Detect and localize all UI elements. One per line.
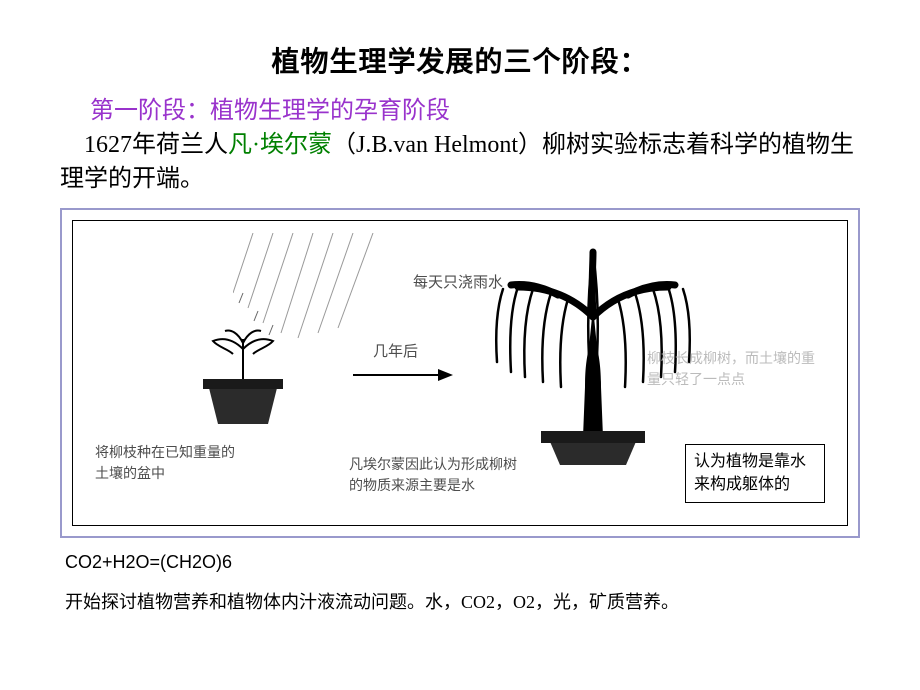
- mid-caption: 凡埃尔蒙因此认为形成柳树的物质来源主要是水: [349, 455, 529, 497]
- footer-paragraph: 开始探讨植物营养和植物体内汁液流动问题。水，CO2，O2，光，矿质营养。: [65, 589, 870, 616]
- conclusion-box: 认为植物是靠水来构成躯体的: [685, 444, 825, 503]
- diagram-frame: 每天只浇雨水 几年后: [60, 208, 860, 538]
- left-caption: 将柳枝种在已知重量的土壤的盆中: [95, 443, 245, 485]
- stage-subtitle: 第一阶段：植物生理学的孕育阶段: [90, 90, 870, 125]
- body-paragraph: 1627年荷兰人凡·埃尔蒙（J.B.van Helmont）柳树实验标志着科学的…: [60, 129, 870, 196]
- diagram-inner: 每天只浇雨水 几年后: [72, 220, 848, 526]
- page-title: 植物生理学发展的三个阶段：: [50, 40, 870, 80]
- right-caption: 柳枝长成柳树，而土壤的重量只轻了一点点: [647, 349, 817, 391]
- big-pot-icon: [463, 207, 723, 467]
- body-paren: （J.B.van Helmont）: [332, 132, 542, 158]
- arrow-label: 几年后: [373, 340, 418, 361]
- slide: 植物生理学发展的三个阶段： 第一阶段：植物生理学的孕育阶段 1627年荷兰人凡·…: [0, 0, 920, 690]
- chemical-formula: CO2+H2O=(CH2O)6: [65, 552, 870, 573]
- body-prefix: 1627年荷兰人: [84, 132, 228, 158]
- person-name: 凡·埃尔蒙: [228, 132, 332, 158]
- small-pot-icon: [183, 299, 303, 429]
- arrow-icon: [353, 365, 453, 385]
